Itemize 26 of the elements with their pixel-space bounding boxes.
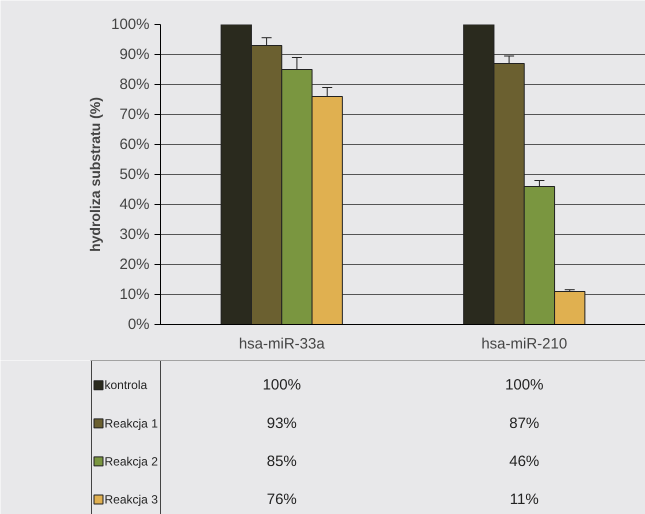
x-tick-label: hsa-miR-210 — [481, 336, 568, 352]
data-label: 85% — [266, 452, 297, 470]
legend-label: Reakcja 1 — [104, 416, 158, 430]
legend-label: Reakcja 3 — [104, 492, 158, 506]
data-label: 11% — [510, 490, 539, 508]
y-tick-label: 40% — [119, 196, 150, 213]
legend-label: kontrola — [104, 378, 148, 392]
legend-label: Reakcja 2 — [104, 454, 158, 468]
data-label: 87% — [509, 414, 540, 432]
y-tick-label: 20% — [119, 256, 150, 273]
data-label: 100% — [262, 376, 301, 394]
data-label: 100% — [505, 376, 544, 394]
y-tick-label: 90% — [119, 46, 150, 63]
y-tick-label: 0% — [128, 316, 150, 333]
y-tick-label: 100% — [111, 16, 150, 33]
y-tick-label: 60% — [119, 136, 150, 153]
data-label: 46% — [509, 452, 540, 470]
y-tick-label: 80% — [119, 76, 150, 93]
data-label: 93% — [266, 414, 297, 432]
x-tick-label: hsa-miR-33a — [238, 336, 326, 352]
data-label: 76% — [266, 490, 297, 508]
y-tick-label: 50% — [119, 166, 150, 183]
y-tick-label: 10% — [119, 286, 150, 303]
y-axis-title: hydroliza substratu (%) — [87, 97, 104, 252]
y-tick-label: 30% — [119, 226, 150, 243]
y-tick-label: 70% — [119, 106, 150, 123]
